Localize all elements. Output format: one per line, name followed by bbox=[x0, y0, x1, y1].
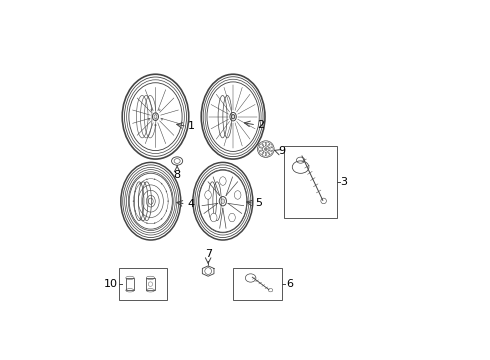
Ellipse shape bbox=[229, 213, 235, 222]
Text: 1: 1 bbox=[188, 121, 195, 131]
Ellipse shape bbox=[220, 177, 226, 185]
Text: 8: 8 bbox=[173, 170, 181, 180]
Text: 4: 4 bbox=[187, 199, 194, 209]
Bar bbox=[120, 268, 167, 301]
Text: 2: 2 bbox=[258, 120, 265, 130]
Ellipse shape bbox=[205, 191, 211, 199]
Text: 9: 9 bbox=[278, 146, 285, 156]
Bar bbox=[233, 268, 282, 301]
Ellipse shape bbox=[221, 199, 224, 203]
Ellipse shape bbox=[154, 115, 157, 118]
Circle shape bbox=[264, 148, 268, 150]
Bar bbox=[284, 146, 337, 218]
Text: 10: 10 bbox=[103, 279, 118, 289]
Ellipse shape bbox=[210, 213, 217, 222]
Text: 5: 5 bbox=[255, 198, 262, 208]
Bar bbox=[147, 278, 155, 290]
Text: 6: 6 bbox=[286, 279, 293, 289]
Text: 7: 7 bbox=[205, 249, 212, 259]
Text: 3: 3 bbox=[341, 177, 348, 187]
Ellipse shape bbox=[231, 114, 235, 119]
Bar bbox=[126, 278, 134, 290]
Ellipse shape bbox=[234, 191, 241, 199]
